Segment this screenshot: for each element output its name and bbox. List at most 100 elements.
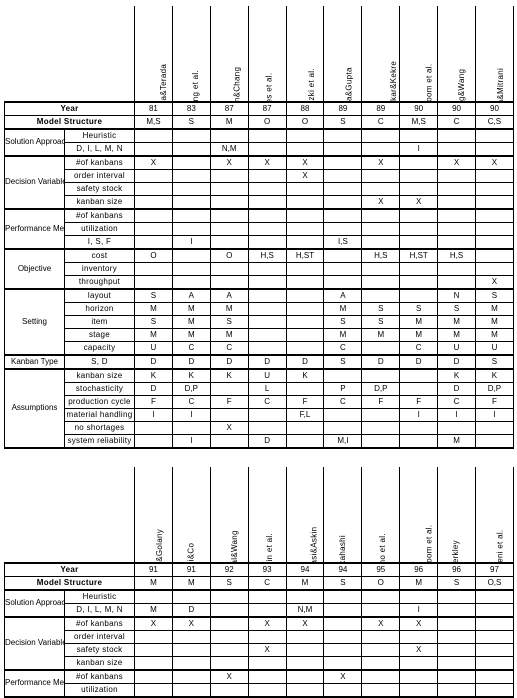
data-cell: [400, 129, 438, 143]
data-cell: [172, 684, 210, 698]
data-cell: M: [476, 329, 514, 342]
model-cell: M,S: [135, 116, 173, 130]
data-cell: M: [210, 329, 248, 342]
data-cell: [286, 422, 324, 435]
data-cell: [400, 422, 438, 435]
data-cell: M: [135, 604, 173, 618]
data-cell: X: [476, 156, 514, 170]
data-cell: C: [172, 342, 210, 356]
author-header: Mitwasi&Askin: [286, 467, 324, 563]
data-cell: [438, 631, 476, 644]
row-label: D, I, L, M, N: [65, 604, 135, 618]
category-label: Objective: [5, 249, 65, 289]
data-cell: F: [210, 396, 248, 409]
author-header: Bard&Golany: [135, 467, 173, 563]
data-cell: [400, 657, 438, 671]
data-cell: [324, 223, 362, 236]
data-cell: X: [135, 617, 173, 631]
data-cell: [324, 263, 362, 276]
year-cell: 87: [248, 102, 286, 116]
data-cell: [210, 196, 248, 210]
data-cell: [210, 276, 248, 290]
data-cell: [286, 590, 324, 604]
data-cell: I: [438, 409, 476, 422]
model-cell: O: [286, 116, 324, 130]
data-cell: H,S: [248, 249, 286, 263]
model-cell: M: [286, 577, 324, 591]
data-cell: [286, 236, 324, 250]
author-header: Philipoom et al.: [400, 6, 438, 102]
data-cell: X: [400, 196, 438, 210]
year-cell: 92: [210, 563, 248, 577]
data-cell: [438, 263, 476, 276]
data-cell: F: [286, 396, 324, 409]
model-cell: C,S: [476, 116, 514, 130]
row-label: stage: [65, 329, 135, 342]
data-cell: [324, 409, 362, 422]
data-cell: M: [210, 303, 248, 316]
data-cell: I: [400, 143, 438, 157]
data-cell: [210, 657, 248, 671]
data-cell: C: [438, 396, 476, 409]
author-header: Bitran&Chang: [210, 6, 248, 102]
model-structure-label: Model Structure: [5, 116, 135, 130]
data-cell: [476, 590, 514, 604]
data-cell: [400, 263, 438, 276]
row-label: #of kanbans: [65, 670, 135, 684]
data-cell: [248, 590, 286, 604]
data-cell: [362, 422, 400, 435]
model-cell: M: [400, 577, 438, 591]
data-cell: M: [400, 329, 438, 342]
data-cell: [476, 170, 514, 183]
year-cell: 97: [476, 563, 514, 577]
data-cell: M: [135, 303, 173, 316]
category-label: Kanban Type: [5, 355, 65, 369]
data-cell: C: [324, 342, 362, 356]
data-cell: [135, 223, 173, 236]
row-label: capacity: [65, 342, 135, 356]
author-header: Moeeni et al.: [476, 467, 514, 563]
data-cell: [324, 183, 362, 196]
data-cell: [438, 236, 476, 250]
data-cell: [135, 183, 173, 196]
data-cell: X: [400, 617, 438, 631]
data-cell: D: [135, 383, 173, 396]
data-cell: D,P: [172, 383, 210, 396]
data-cell: D: [172, 355, 210, 369]
data-cell: [135, 236, 173, 250]
data-cell: A: [324, 289, 362, 303]
data-cell: [362, 289, 400, 303]
data-cell: D,P: [476, 383, 514, 396]
data-cell: [362, 276, 400, 290]
data-cell: [400, 236, 438, 250]
data-cell: K: [210, 369, 248, 383]
data-cell: X: [476, 276, 514, 290]
data-cell: X: [286, 156, 324, 170]
data-cell: [210, 435, 248, 449]
data-cell: [476, 422, 514, 435]
data-cell: [400, 383, 438, 396]
data-cell: S: [324, 316, 362, 329]
data-cell: [438, 276, 476, 290]
data-cell: [248, 303, 286, 316]
data-cell: [324, 604, 362, 618]
data-cell: D: [400, 355, 438, 369]
data-cell: [438, 617, 476, 631]
data-cell: I: [476, 409, 514, 422]
data-cell: A: [210, 289, 248, 303]
data-cell: [135, 657, 173, 671]
row-label: kanban size: [65, 196, 135, 210]
data-cell: X: [210, 422, 248, 435]
data-cell: X: [362, 156, 400, 170]
data-cell: [172, 196, 210, 210]
data-cell: S: [476, 289, 514, 303]
data-cell: [210, 590, 248, 604]
data-cell: U: [248, 369, 286, 383]
data-cell: M: [172, 329, 210, 342]
author-header: Wang&Wang: [438, 6, 476, 102]
data-cell: [324, 617, 362, 631]
data-cell: [324, 631, 362, 644]
data-cell: [362, 236, 400, 250]
data-cell: X: [210, 156, 248, 170]
data-cell: [286, 316, 324, 329]
